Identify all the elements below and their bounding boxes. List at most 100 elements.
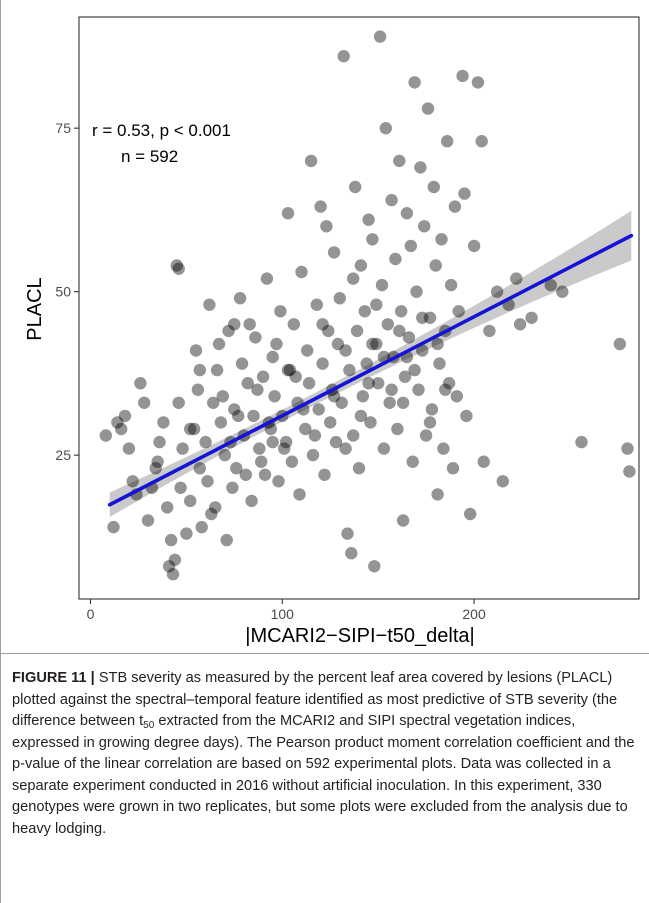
data-point — [161, 501, 174, 514]
data-point — [235, 357, 249, 370]
data-point — [170, 259, 183, 272]
data-point — [99, 429, 113, 442]
data-point — [341, 527, 354, 540]
data-point — [621, 442, 634, 455]
data-point — [216, 390, 229, 403]
data-point — [385, 193, 398, 207]
data-point — [193, 462, 206, 475]
data-point — [306, 448, 320, 462]
data-point — [174, 481, 187, 494]
data-point — [362, 213, 375, 226]
data-point — [266, 435, 279, 449]
data-point — [370, 298, 383, 311]
data-point — [419, 429, 433, 442]
data-point — [308, 429, 322, 442]
data-point — [266, 350, 279, 364]
data-point — [327, 246, 341, 259]
data-point — [406, 455, 419, 468]
data-point — [349, 180, 362, 194]
axes-layer: 0 100 200 25 50 75 — [55, 120, 486, 622]
data-point — [416, 344, 429, 357]
data-point — [138, 396, 151, 409]
x-tick-label: 100 — [271, 606, 295, 622]
data-point — [126, 475, 139, 488]
y-axis-label: PLACL — [24, 277, 46, 340]
page-left-rule — [0, 0, 1, 903]
data-point — [393, 324, 406, 338]
data-point — [412, 383, 425, 396]
data-point — [347, 272, 360, 285]
data-point — [107, 520, 120, 534]
data-point — [352, 462, 366, 475]
data-point — [483, 324, 496, 338]
fit-line-layer — [107, 233, 634, 507]
data-point — [149, 462, 162, 475]
data-point — [544, 278, 557, 292]
data-point — [471, 76, 485, 89]
data-point — [176, 442, 189, 455]
confidence-band-layer — [109, 210, 632, 518]
data-point — [301, 344, 314, 357]
data-point — [613, 337, 626, 351]
y-tick-label: 50 — [55, 284, 71, 300]
data-point — [441, 135, 454, 148]
data-point — [467, 239, 481, 253]
data-point — [287, 318, 300, 331]
data-point — [327, 390, 341, 403]
data-point — [427, 180, 440, 194]
data-point — [166, 568, 180, 581]
panel-border — [78, 16, 640, 600]
data-point — [260, 272, 274, 285]
data-point — [243, 318, 256, 331]
figure-label: FIGURE 11 — [12, 670, 87, 686]
data-point — [389, 252, 402, 266]
data-point — [184, 422, 197, 436]
data-point — [379, 122, 392, 135]
data-point — [450, 390, 463, 403]
data-point — [364, 416, 377, 429]
data-point — [442, 377, 456, 390]
data-point — [347, 429, 360, 442]
data-point — [230, 462, 243, 475]
data-point — [333, 292, 346, 305]
data-point — [289, 370, 302, 383]
data-point — [222, 324, 235, 338]
x-tick-label: 0 — [87, 606, 95, 622]
data-point — [623, 465, 636, 478]
x-tick-label: 200 — [462, 606, 486, 622]
data-point — [274, 305, 287, 318]
figure-separator: | — [86, 670, 99, 686]
data-point — [356, 390, 369, 403]
data-point — [437, 442, 450, 455]
data-point — [391, 422, 404, 436]
data-point — [141, 514, 155, 527]
points-layer — [99, 30, 636, 581]
data-point — [375, 278, 389, 292]
data-point — [228, 318, 241, 331]
data-point — [464, 507, 477, 521]
data-point — [302, 377, 316, 390]
x-axis-label: |MCARI2−SIPI−t50_delta| — [245, 625, 474, 647]
data-point — [151, 455, 164, 468]
figure-caption: FIGURE 11 | STB severity as measured by … — [12, 668, 640, 840]
data-point — [268, 390, 281, 403]
data-point — [431, 337, 444, 351]
data-point — [134, 377, 147, 390]
data-point — [414, 161, 427, 174]
data-point — [115, 422, 128, 436]
data-point — [343, 363, 356, 377]
data-point — [383, 396, 396, 409]
data-point — [452, 305, 465, 318]
data-point — [460, 409, 473, 423]
data-point — [370, 337, 383, 351]
data-point — [295, 265, 308, 279]
data-point — [228, 403, 241, 416]
data-point — [366, 233, 379, 246]
data-point — [320, 220, 333, 233]
data-point — [279, 435, 293, 449]
data-point — [164, 533, 178, 547]
y-tick-label: 25 — [55, 447, 71, 463]
data-point — [358, 305, 371, 318]
data-point — [444, 278, 458, 292]
